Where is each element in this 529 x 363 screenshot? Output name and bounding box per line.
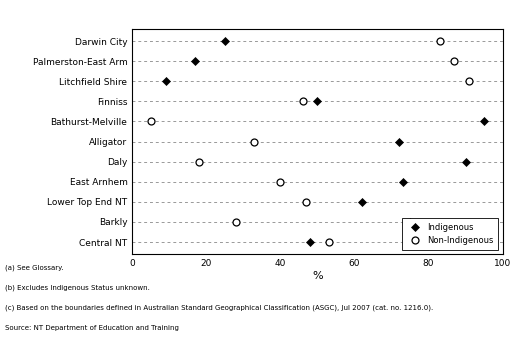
X-axis label: %: % (312, 271, 323, 281)
Text: (a) See Glossary.: (a) See Glossary. (5, 265, 64, 272)
Text: (b) Excludes Indigenous Status unknown.: (b) Excludes Indigenous Status unknown. (5, 285, 150, 291)
Legend: Indigenous, Non-Indigenous: Indigenous, Non-Indigenous (402, 218, 498, 250)
Text: Source: NT Department of Education and Training: Source: NT Department of Education and T… (5, 325, 179, 331)
Text: (c) Based on the boundaries defined in Australian Standard Geographical Classifi: (c) Based on the boundaries defined in A… (5, 305, 434, 311)
